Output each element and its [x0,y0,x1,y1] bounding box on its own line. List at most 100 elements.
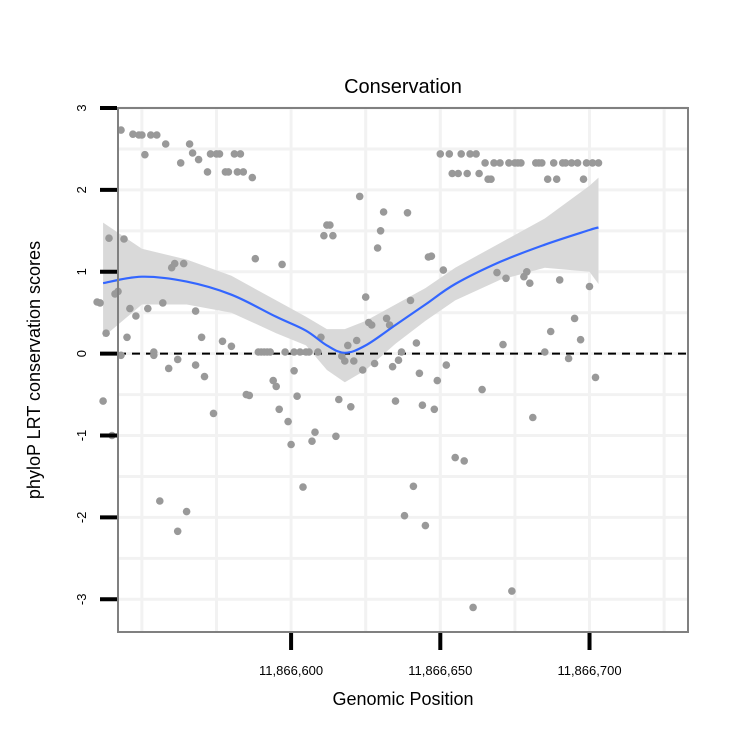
data-point [314,348,322,356]
data-point [466,150,474,158]
data-point [293,392,301,401]
data-point [591,373,600,382]
data-point [329,231,337,240]
data-point [105,234,113,242]
data-point [421,521,430,530]
data-point [430,405,439,414]
data-point [472,150,480,158]
data-point [117,126,125,134]
data-point [138,131,146,139]
data-point [341,357,349,365]
data-point [388,362,397,371]
data-point [409,482,418,491]
data-point [546,327,555,336]
data-point [538,159,546,167]
x-tick-label: 11,866,650 [408,663,472,678]
data-point [394,356,403,365]
data-point [144,304,152,313]
data-point [355,192,364,201]
data-point [200,372,209,381]
data-point [508,587,516,595]
data-point [209,409,218,418]
data-point [230,150,239,158]
data-point [203,168,212,176]
y-tick-label: 3 [74,104,89,111]
data-point [308,437,316,446]
data-point [582,159,591,167]
data-point [278,260,286,269]
y-tick-label: 1 [74,268,89,275]
data-point [543,175,552,183]
data-point [391,397,400,405]
data-point [505,159,513,167]
data-point [358,366,367,374]
data-point [552,175,561,183]
data-point [332,432,340,441]
y-tick-label: 2 [74,186,89,193]
data-point [164,364,173,373]
data-point [451,453,460,462]
data-point [436,150,445,158]
data-point [218,337,227,346]
y-tick-label: -1 [74,430,89,442]
data-point [567,159,576,167]
data-point [281,348,289,356]
data-point [176,159,185,167]
data-point [236,150,245,158]
data-point [481,159,489,167]
data-point [415,369,424,378]
data-point [326,221,334,229]
data-point [126,304,134,313]
data-point [367,321,376,329]
data-point [493,268,501,277]
data-point [117,351,125,360]
y-axis: 3 2 1 0 -1 -2 -3 [74,104,117,605]
data-point [173,355,182,364]
data-point [400,511,409,520]
data-point [245,391,254,400]
data-point [585,282,594,291]
data-point [445,150,454,158]
data-point [490,159,498,167]
data-point [370,359,379,368]
data-point [188,149,197,157]
data-point [382,314,391,323]
data-point [579,175,588,183]
data-point [299,483,307,491]
data-point [150,348,158,356]
data-point [549,159,558,167]
data-point [564,354,573,363]
chart-title: Conservation [344,76,462,98]
data-point [251,254,260,263]
data-point [427,252,436,260]
data-point [215,150,224,158]
data-point [406,296,415,305]
x-tick-label: 11,866,600 [259,663,323,678]
data-point [159,299,167,307]
x-axis-title: Genomic Position [332,689,473,709]
data-point [239,168,248,176]
data-point [555,276,564,284]
data-point [233,168,242,176]
data-point [442,361,451,369]
x-tick-label: 11,866,700 [557,663,621,678]
data-point [376,227,385,235]
data-point [248,173,257,182]
data-point [433,376,442,385]
data-point [290,348,298,356]
data-point [129,130,137,138]
data-point [335,395,343,404]
data-point [266,348,275,356]
data-point [96,299,104,307]
data-point [311,428,319,437]
data-point [478,385,486,394]
data-point [526,279,534,288]
data-point [541,348,549,356]
data-point [206,150,215,158]
data-point [347,403,355,411]
data-point [529,413,537,422]
data-point [191,361,200,369]
data-point [185,140,194,148]
data-point [418,401,427,410]
data-point [460,457,469,465]
